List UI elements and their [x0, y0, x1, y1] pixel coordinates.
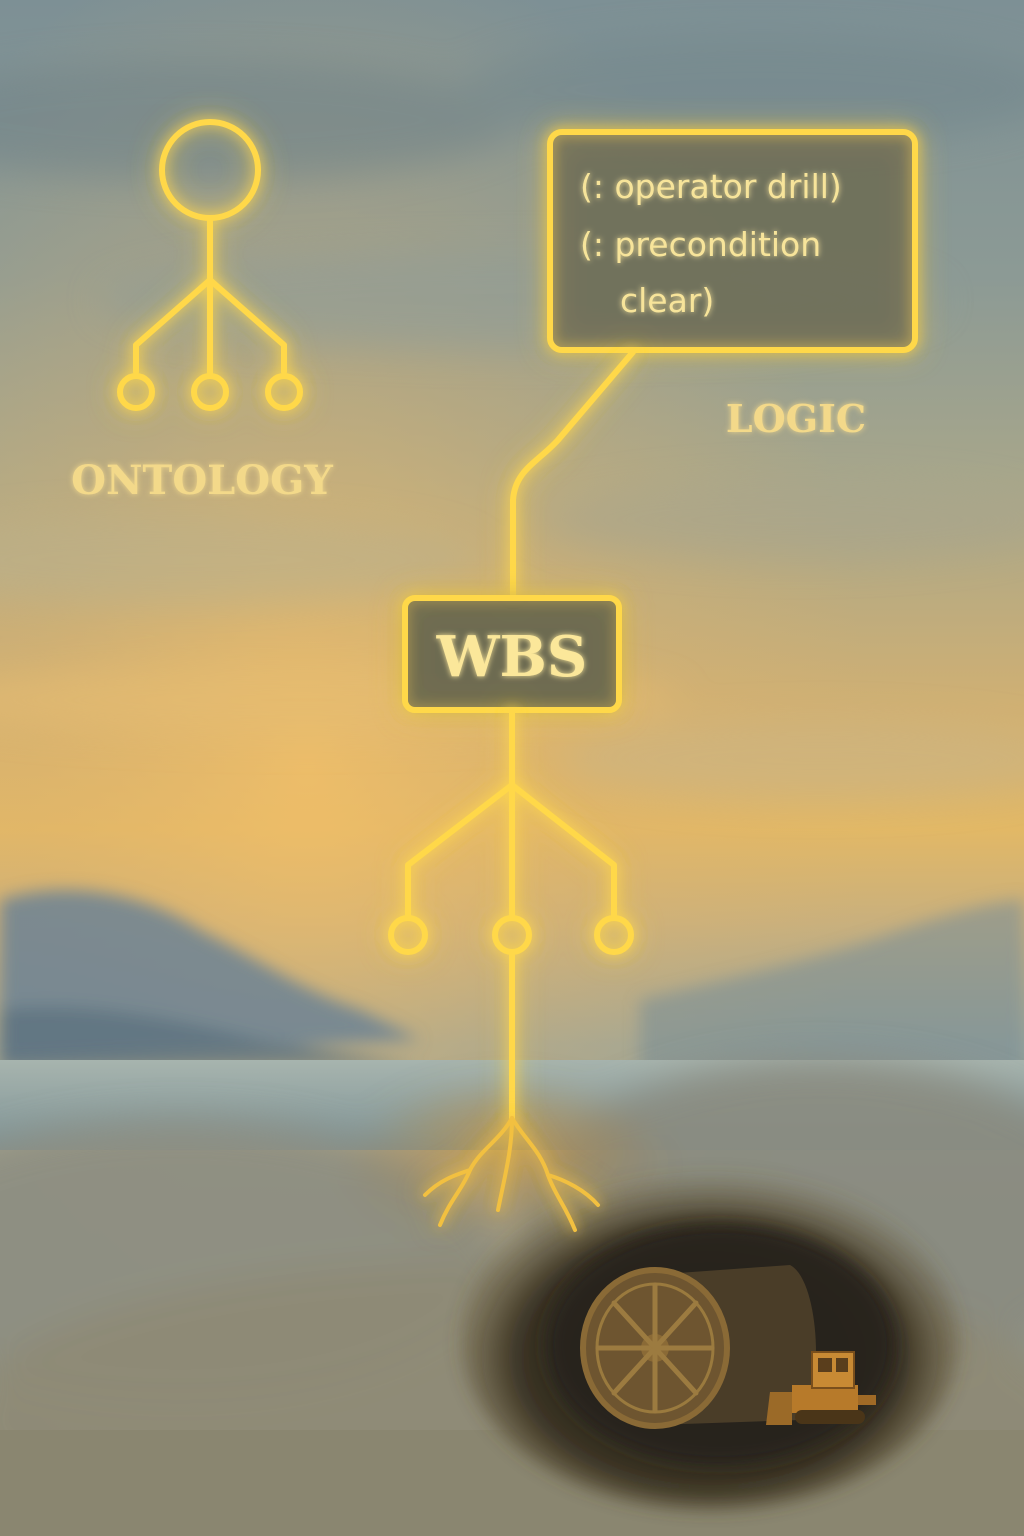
person-tree-icon: [117, 119, 303, 411]
logic-code-line-3: clear): [620, 281, 714, 320]
wbs-label: WBS: [436, 624, 588, 690]
ontology-label: ONTOLOGY: [71, 457, 333, 504]
logic-code-line-2: (: precondition: [580, 225, 821, 264]
logic-label: LOGIC: [726, 396, 866, 441]
logic-code-line-1: (: operator drill): [580, 167, 842, 206]
glowing-roots: [423, 1116, 600, 1232]
wbs-box: WBS: [402, 595, 622, 713]
bulldozer-icon: [766, 1351, 876, 1425]
logic-to-wbs-connector: [510, 349, 636, 601]
hierarchy-tree-icon: [388, 707, 634, 1123]
logic-code-box: (: operator drill) (: precondition clear…: [547, 129, 918, 353]
tunnel-boring-machine-icon: [580, 1265, 817, 1429]
distant-mountains: [0, 890, 1024, 1080]
